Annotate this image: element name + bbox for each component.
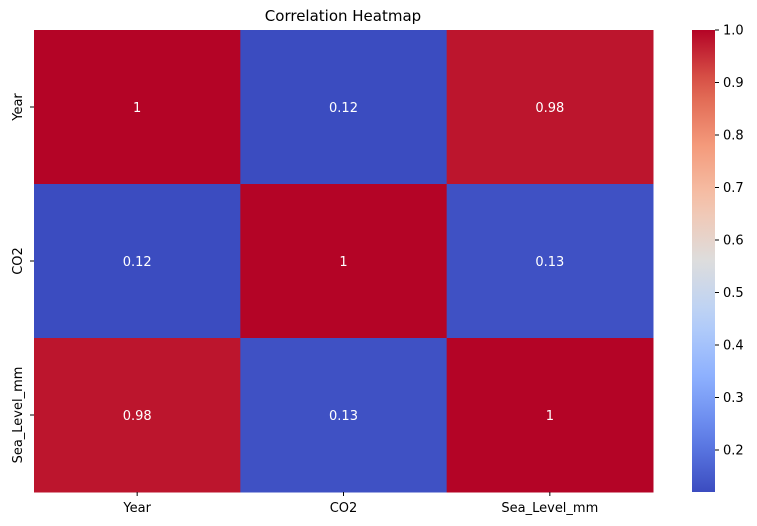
colorbar: 0.2 0.3 0.4 0.5 0.6 0.7 0.8 0.9 1.0 bbox=[692, 24, 744, 492]
heatmap-cell bbox=[34, 30, 241, 185]
colorbar-tick-label: 0.7 bbox=[723, 181, 744, 196]
colorbar-gradient bbox=[692, 30, 715, 492]
heatmap-cell-labels: 1 0.12 0.98 0.12 1 0.13 0.98 0.13 1 bbox=[123, 101, 565, 424]
x-tick-label: Sea_Level_mm bbox=[501, 501, 598, 516]
colorbar-tick-label: 0.8 bbox=[723, 129, 744, 144]
heatmap-cell bbox=[34, 184, 241, 339]
cell-annotation: 0.12 bbox=[123, 255, 152, 270]
colorbar-tick-label: 0.6 bbox=[723, 234, 744, 249]
colorbar-tick-label: 0.2 bbox=[723, 444, 744, 459]
colorbar-tick-label: 0.9 bbox=[723, 76, 744, 91]
y-tick-label: CO2 bbox=[11, 247, 26, 275]
heatmap-cell bbox=[446, 338, 654, 493]
colorbar-tick-label: 1.0 bbox=[723, 24, 744, 39]
colorbar-tick-label: 0.3 bbox=[723, 391, 744, 406]
y-tick-label: Sea_Level_mm bbox=[11, 367, 26, 464]
y-axis: Year CO2 Sea_Level_mm bbox=[11, 93, 34, 464]
heatmap-cell bbox=[240, 184, 448, 339]
heatmap-cell bbox=[34, 338, 241, 493]
heatmap-cell bbox=[240, 338, 448, 493]
cell-annotation: 1 bbox=[133, 101, 141, 116]
cell-annotation: 0.98 bbox=[535, 101, 564, 116]
colorbar-tick-label: 0.5 bbox=[723, 286, 744, 301]
heatmap-cell bbox=[240, 30, 448, 185]
heatmap-cell bbox=[446, 30, 654, 185]
cell-annotation: 1 bbox=[339, 255, 347, 270]
x-tick-label: CO2 bbox=[330, 501, 358, 516]
cell-annotation: 0.13 bbox=[329, 409, 358, 424]
heatmap-cell bbox=[446, 184, 654, 339]
chart-title: Correlation Heatmap bbox=[265, 7, 421, 25]
y-tick-label: Year bbox=[11, 93, 26, 122]
x-axis: Year CO2 Sea_Level_mm bbox=[122, 492, 598, 516]
cell-annotation: 0.98 bbox=[123, 409, 152, 424]
cell-annotation: 1 bbox=[546, 409, 554, 424]
colorbar-tick-label: 0.4 bbox=[723, 339, 744, 354]
x-tick-label: Year bbox=[122, 501, 151, 516]
cell-annotation: 0.13 bbox=[535, 255, 564, 270]
heatmap-cells bbox=[34, 30, 654, 493]
cell-annotation: 0.12 bbox=[329, 101, 358, 116]
